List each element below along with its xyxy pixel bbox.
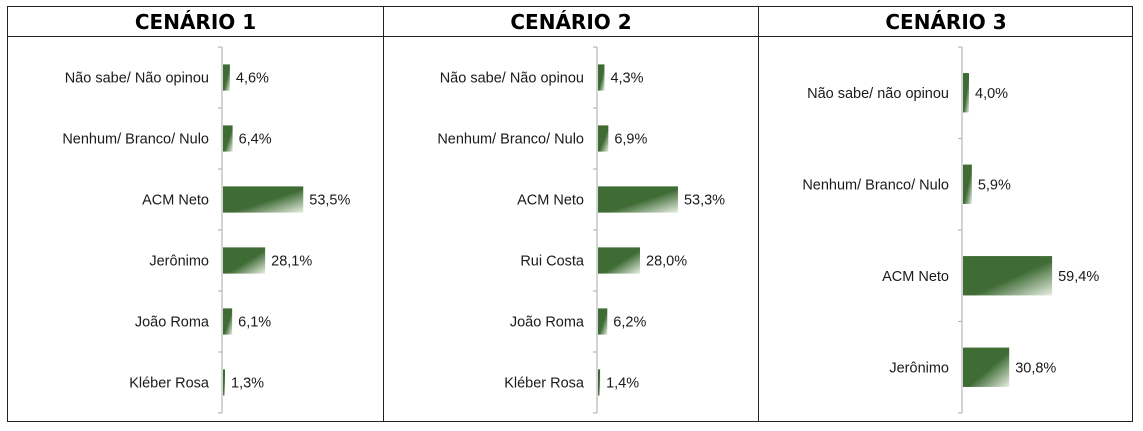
data-label: 5,9%: [978, 177, 1011, 193]
bar: [223, 125, 233, 152]
category-label: Rui Costa: [520, 254, 585, 270]
data-label: 28,1%: [271, 254, 312, 270]
data-label: 6,1%: [238, 315, 271, 331]
chart-panel-3: Não sabe/ não opinou 4,0% Nenhum/ Branco/ …: [802, 46, 1099, 414]
bar: [963, 256, 1053, 296]
data-label: 53,3%: [684, 193, 725, 209]
panel-title-3: CENÁRIO 3: [885, 10, 1007, 34]
data-label: 4,3%: [610, 71, 643, 87]
category-label: ACM Neto: [142, 193, 209, 209]
data-label: 53,5%: [309, 193, 350, 209]
bar: [963, 73, 969, 113]
bar: [223, 247, 266, 274]
chart-frame: CENÁRIO 1 CENÁRIO 2 CENÁRIO 3 Não sabe/ …: [7, 6, 1133, 422]
category-label: Não sabe/ Não opinou: [65, 71, 209, 87]
bar: [598, 125, 609, 152]
panel-divider-2: [758, 7, 759, 421]
header-divider: [8, 36, 1132, 37]
panel-title-1: CENÁRIO 1: [134, 10, 257, 34]
bar: [598, 308, 608, 335]
bar: [598, 186, 678, 213]
bar: [598, 369, 601, 396]
data-label: 6,2%: [613, 315, 646, 331]
category-label: Nenhum/ Branco/ Nulo: [437, 132, 584, 148]
bar: [963, 164, 972, 204]
data-label: 6,9%: [614, 132, 647, 148]
data-label: 4,6%: [236, 71, 269, 87]
chart-panel-2: Não sabe/ Não opinou 4,3% Nenhum/ Branco/ …: [437, 46, 725, 414]
data-label: 6,4%: [239, 132, 272, 148]
category-label: Nenhum/ Branco/ Nulo: [802, 177, 949, 193]
category-label: Kléber Rosa: [129, 376, 210, 392]
chart-panel-1: Não sabe/ Não opinou 4,6% Nenhum/ Branco/ …: [62, 46, 350, 414]
data-label: 1,4%: [606, 376, 639, 392]
category-label: Jerônimo: [149, 254, 209, 270]
bar: [223, 369, 225, 396]
bar: [598, 247, 640, 274]
category-label: Jerônimo: [889, 360, 949, 376]
data-label: 1,3%: [231, 376, 264, 392]
category-label: Nenhum/ Branco/ Nulo: [62, 132, 209, 148]
data-label: 30,8%: [1015, 360, 1056, 376]
bar: [223, 308, 233, 335]
bar: [223, 64, 230, 91]
category-label: Não sabe/ não opinou: [807, 86, 949, 102]
category-label: ACM Neto: [882, 269, 949, 285]
bar: [223, 186, 304, 213]
data-label: 4,0%: [975, 86, 1008, 102]
bar: [963, 347, 1010, 387]
category-label: Não sabe/ Não opinou: [440, 71, 584, 87]
panel-divider-1: [383, 7, 384, 421]
panel-title-2: CENÁRIO 2: [510, 10, 632, 34]
data-label: 28,0%: [646, 254, 687, 270]
category-label: Kléber Rosa: [504, 376, 585, 392]
bar: [598, 64, 605, 91]
category-label: João Roma: [135, 315, 210, 331]
category-label: João Roma: [510, 315, 585, 331]
category-label: ACM Neto: [517, 193, 584, 209]
data-label: 59,4%: [1058, 269, 1099, 285]
